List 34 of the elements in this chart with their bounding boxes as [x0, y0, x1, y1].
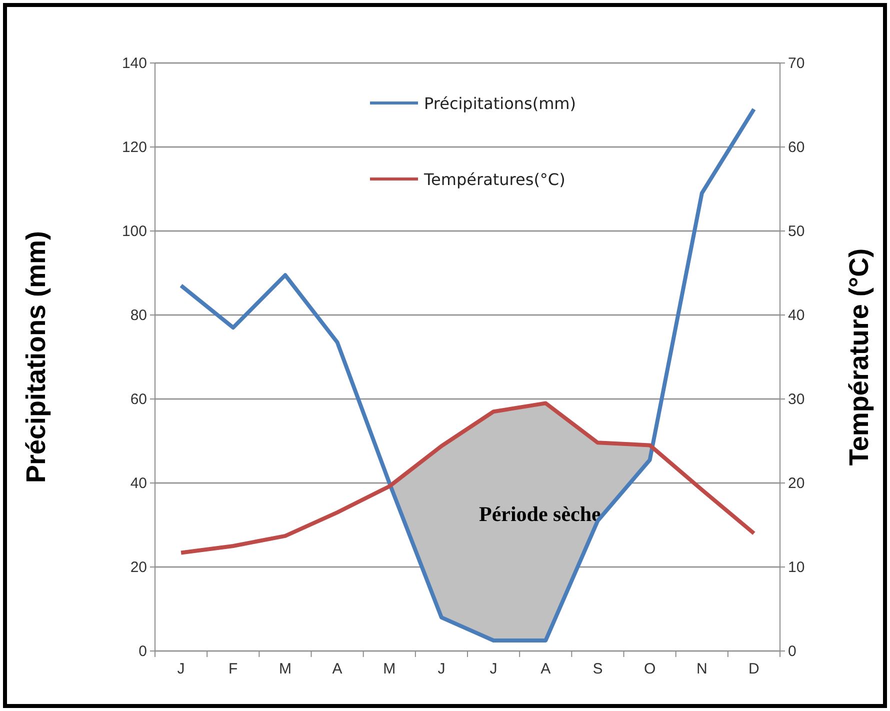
legend-label: Températures(°C)	[423, 170, 566, 189]
y-axis-title: Précipitations (mm)	[21, 230, 51, 484]
legend-label: Précipitations(mm)	[424, 94, 576, 113]
x-tick-label: J	[177, 660, 185, 678]
annotation: Période sèche	[479, 502, 601, 526]
y-tick-label: 60	[130, 390, 147, 408]
y-tick-label: 140	[122, 54, 147, 72]
x-tick-label: N	[696, 660, 708, 678]
x-tick-label: O	[644, 660, 656, 678]
x-tick-label: M	[278, 660, 292, 678]
y-tick-label: 40	[130, 474, 147, 492]
y2-tick-label: 70	[788, 54, 805, 72]
x-tick-label: D	[748, 660, 760, 678]
y2-tick-label: 0	[788, 642, 796, 660]
y2-tick-label: 30	[788, 390, 805, 408]
y-tick-label: 80	[130, 306, 147, 324]
y2-tick-label: 50	[788, 222, 805, 240]
x-tick-label: A	[332, 660, 342, 678]
y2-tick-label: 10	[788, 558, 805, 576]
x-tick-label: M	[383, 660, 396, 678]
x-tick-label: S	[592, 660, 603, 678]
y-tick-label: 0	[138, 642, 147, 660]
y2-axis-title: Température (°C)	[844, 248, 874, 466]
y2-tick-label: 60	[788, 138, 805, 156]
y-tick-label: 120	[122, 138, 147, 156]
y-tick-label: 20	[130, 558, 147, 576]
y2-tick-label: 20	[788, 474, 805, 492]
x-tick-label: A	[540, 660, 551, 678]
x-tick-label: J	[438, 660, 446, 678]
y-tick-label: 100	[122, 222, 147, 240]
line-series	[179, 401, 756, 555]
x-tick-label: F	[228, 660, 238, 678]
y2-tick-label: 40	[788, 306, 805, 324]
x-tick-label: J	[490, 660, 498, 678]
